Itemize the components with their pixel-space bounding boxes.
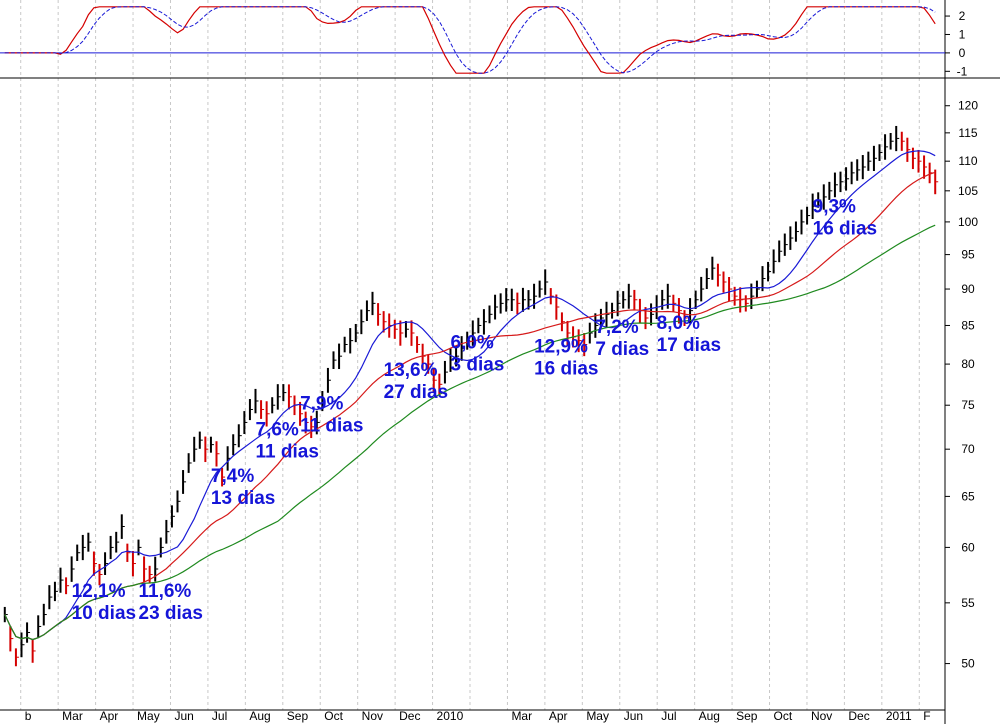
x-tick-label: Apr — [549, 709, 568, 723]
x-tick-label: Sep — [287, 709, 309, 723]
x-tick-label: Jun — [624, 709, 643, 723]
x-tick-label: Mar — [62, 709, 83, 723]
y-tick-label: 80 — [961, 357, 975, 371]
y-tick-label: 120 — [958, 99, 978, 113]
x-tick-label: Dec — [399, 709, 420, 723]
annotation-label: 7,6% — [256, 420, 299, 441]
x-tick-label: Jun — [174, 709, 193, 723]
annotation-label: 23 dias — [139, 603, 203, 624]
y-tick-label: 100 — [958, 215, 978, 229]
annotation-label: 7,4% — [211, 466, 254, 487]
x-tick-label: Jul — [212, 709, 227, 723]
price-y-axis: 50 55 60 65 70 75 80 85 90 95 100 105 110 115 120 — [945, 99, 978, 671]
annotation-label: 13,6% — [384, 360, 438, 381]
x-tick-label: Jul — [661, 709, 676, 723]
annotation-label: 6,0% — [451, 332, 494, 353]
y-tick-label: 105 — [958, 184, 978, 198]
x-tick-label: Aug — [249, 709, 270, 723]
x-tick-label: F — [923, 709, 930, 723]
y-tick-label: 50 — [961, 657, 975, 671]
correction-annotation: 12,1%10 dias — [72, 581, 136, 624]
annotation-label: 11 dias — [256, 442, 319, 463]
oscillator-tick-label: -1 — [957, 64, 968, 78]
annotation-label: 9,3% — [813, 196, 856, 217]
grid — [20, 0, 920, 710]
annotation-label: 3 dias — [451, 354, 505, 375]
y-tick-label: 90 — [961, 282, 975, 296]
annotation-label: 16 dias — [534, 358, 598, 379]
correction-annotation: 9,3%16 dias — [813, 196, 877, 239]
annotation-label: 8,0% — [657, 313, 700, 334]
correction-annotation: 11,6%23 dias — [139, 581, 203, 624]
y-tick-label: 110 — [958, 154, 977, 168]
annotation-label: 12,9% — [534, 336, 588, 357]
x-tick-label: Nov — [362, 709, 383, 723]
y-tick-label: 75 — [961, 398, 975, 412]
y-tick-label: 95 — [961, 248, 975, 262]
annotation-label: 16 dias — [813, 218, 877, 239]
x-tick-label: Oct — [774, 709, 793, 723]
annotation-label: 10 dias — [72, 603, 136, 624]
x-tick-label: Nov — [811, 709, 832, 723]
y-tick-label: 55 — [961, 596, 975, 610]
oscillator-panel — [0, 6, 945, 74]
correction-annotation: 7,4%13 dias — [211, 466, 275, 509]
x-tick-label: Dec — [848, 709, 869, 723]
x-tick-label: Mar — [511, 709, 532, 723]
annotation-label: 11,6% — [139, 581, 192, 602]
x-tick-label: Aug — [699, 709, 720, 723]
annotation-label: 11 dias — [300, 415, 363, 436]
annotation-label: 17 dias — [657, 335, 721, 356]
x-tick-label: May — [137, 709, 160, 723]
correction-annotation: 12,9%16 dias — [534, 336, 598, 379]
annotation-label: 13 dias — [211, 488, 275, 509]
x-tick-label: 2010 — [437, 709, 464, 723]
correction-annotation: 8,0%17 dias — [657, 313, 721, 356]
x-axis: b Mar Apr May Jun Jul Aug Sep Oct Nov Dec 2010 Mar Ap… — [25, 709, 931, 723]
y-tick-label: 65 — [961, 489, 975, 503]
x-tick-label: Sep — [736, 709, 758, 723]
y-tick-label: 70 — [961, 442, 975, 456]
correction-annotation: 6,0%3 dias — [451, 332, 505, 375]
correction-annotation: 7,9%11 dias — [300, 393, 363, 436]
x-tick-label: Oct — [324, 709, 343, 723]
moving-average-line — [4, 224, 936, 641]
annotation-label: 7 dias — [595, 339, 649, 360]
oscillator-tick-label: 0 — [959, 46, 966, 60]
price-panel — [3, 125, 939, 667]
correction-annotation: 13,6%27 dias — [384, 360, 448, 403]
x-tick-label: Apr — [100, 709, 119, 723]
y-tick-label: 85 — [961, 318, 975, 332]
x-tick-label: b — [25, 709, 32, 723]
y-tick-label: 115 — [958, 126, 977, 140]
correction-annotation: 7,2%7 dias — [595, 317, 649, 360]
x-tick-label: May — [586, 709, 609, 723]
annotation-label: 27 dias — [384, 382, 448, 403]
annotation-label: 7,9% — [300, 393, 343, 414]
correction-annotation: 7,6%11 dias — [256, 420, 319, 463]
oscillator-tick-label: 2 — [959, 9, 966, 23]
oscillator-y-axis: 2 1 0 -1 — [945, 9, 968, 78]
moving-average-line — [4, 150, 936, 641]
x-tick-label: 2011 — [886, 709, 912, 723]
oscillator-tick-label: 1 — [959, 27, 966, 41]
annotation-label: 7,2% — [595, 317, 638, 338]
annotation-label: 12,1% — [72, 581, 126, 602]
oscillator-signal-line — [4, 6, 936, 74]
y-tick-label: 60 — [961, 540, 975, 554]
moving-average-line — [4, 171, 936, 641]
